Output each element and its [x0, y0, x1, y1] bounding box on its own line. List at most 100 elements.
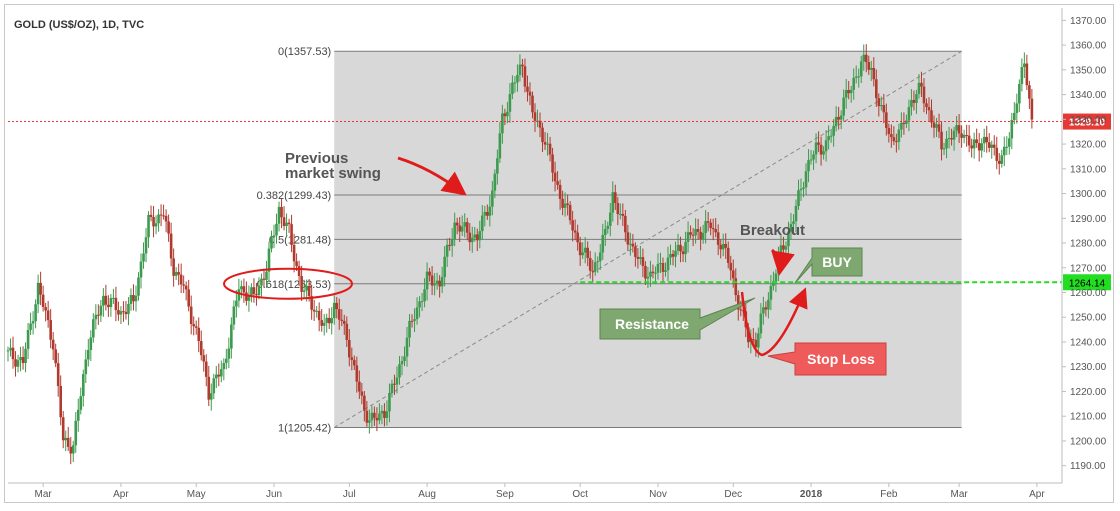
candle-body [159, 214, 163, 216]
y-tick-label: 1330.00 [1070, 115, 1107, 126]
candle-body [152, 217, 155, 227]
candle-body [736, 295, 740, 310]
candle-body [721, 243, 725, 250]
candle-body [214, 374, 218, 379]
fib-level-label: 0.382(1299.43) [257, 190, 332, 202]
candle-body [6, 350, 10, 352]
candle-body [345, 323, 349, 340]
candle-body [114, 297, 118, 310]
candle-body [965, 134, 968, 136]
candle-body [267, 248, 271, 272]
candle-body [508, 94, 512, 112]
candle-body [117, 309, 120, 315]
candle-body [347, 339, 351, 358]
candle-body [694, 229, 697, 236]
candle-body [890, 134, 893, 138]
candle-body [56, 363, 60, 386]
candle-body [373, 412, 376, 418]
candle-body [1002, 146, 1006, 156]
fib-618-highlight-ellipse [223, 267, 353, 300]
swing-arrow [397, 156, 467, 196]
candle-body [137, 277, 140, 296]
candle-body [664, 270, 667, 272]
candle-body [972, 139, 976, 149]
buy-callout-label: BUY [822, 254, 852, 270]
fib-level-label: 0.618(1263.53) [257, 279, 332, 291]
candle-body [280, 206, 283, 218]
candle-body [792, 221, 795, 224]
candle-body [425, 271, 429, 290]
candle-body [714, 229, 717, 233]
candle-body [122, 311, 125, 313]
y-tick-label: 1230.00 [1070, 362, 1107, 373]
candle-body [877, 98, 881, 107]
candle-body [134, 295, 138, 302]
candle-body [576, 232, 579, 243]
candle-body [651, 271, 655, 273]
candle-body [646, 276, 650, 279]
candle-body [686, 232, 690, 242]
candle-body [955, 125, 958, 131]
candle-body [566, 203, 569, 205]
candle-body [767, 299, 770, 310]
candle-body [619, 213, 622, 215]
candle-body [985, 136, 989, 143]
candle-body [842, 97, 845, 116]
candle-body [511, 82, 514, 95]
candle-body [1023, 63, 1026, 68]
candle-body [99, 305, 103, 316]
candle-body [631, 243, 635, 247]
candle-body [250, 287, 253, 296]
candle-body [814, 142, 818, 155]
resistance-callout-box [599, 297, 756, 340]
candle-body [754, 339, 758, 348]
candle-body [521, 64, 524, 67]
candle-body [573, 230, 577, 233]
candle-body [586, 247, 589, 258]
candle-body [1000, 155, 1004, 164]
x-tick-label: Jun [266, 489, 282, 500]
candle-body [917, 82, 921, 95]
candle-body [734, 278, 738, 296]
candle-body [531, 95, 534, 113]
candle-body [410, 320, 414, 322]
candle-body [297, 266, 301, 277]
candle-body [157, 214, 160, 224]
annotation-previous-swing-line2: market swing [285, 165, 381, 182]
candle-body [669, 253, 672, 258]
candle-body [852, 77, 856, 90]
candle-body [337, 309, 341, 320]
candle-body [36, 282, 40, 305]
candle-body [548, 143, 552, 155]
candle-body [967, 135, 971, 146]
candle-body [807, 160, 810, 172]
candle-body [177, 272, 180, 275]
candle-body [109, 298, 113, 308]
candle-body [804, 171, 808, 188]
candle-body [1013, 112, 1016, 121]
candle-body [332, 302, 336, 319]
candle-body [493, 173, 497, 191]
resistance-price-label: 1264.14 [1069, 278, 1106, 289]
candle-body [784, 246, 788, 250]
candle-body [363, 395, 366, 411]
candle-body [709, 222, 712, 229]
candle-body [182, 284, 185, 286]
candle-body [802, 187, 805, 189]
candle-body [34, 304, 37, 322]
candle-body [9, 347, 12, 351]
candle-body [380, 410, 384, 414]
candle-body [711, 228, 715, 230]
candle-body [990, 144, 994, 148]
candle-body [405, 337, 409, 357]
candle-body [935, 124, 938, 128]
candle-body [932, 122, 936, 128]
candle-body [975, 139, 978, 143]
candle-body [977, 142, 981, 151]
candle-body [752, 339, 755, 341]
candle-body [681, 251, 685, 255]
candle-body [41, 294, 45, 308]
candle-body [455, 222, 459, 226]
